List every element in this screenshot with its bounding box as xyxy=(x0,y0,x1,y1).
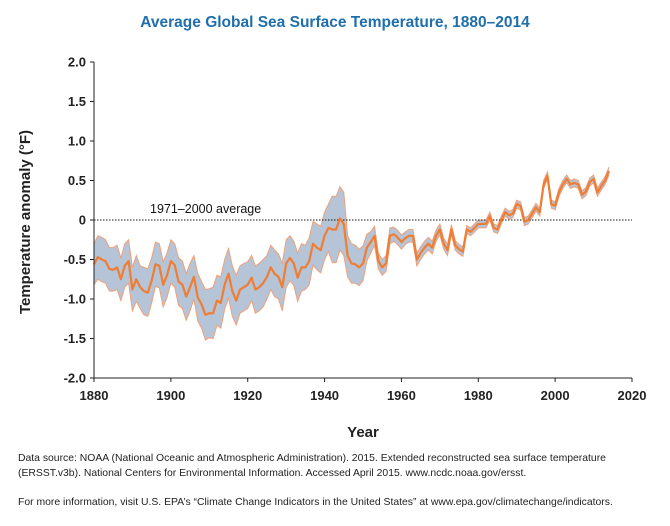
y-tick-label: -1.5 xyxy=(64,331,86,346)
more-info-note: For more information, visit U.S. EPA’s “… xyxy=(18,497,613,508)
y-tick-label: -0.5 xyxy=(64,252,86,267)
chart-title: Average Global Sea Surface Temperature, … xyxy=(140,14,530,31)
y-axis-title: Temperature anomaly (°F) xyxy=(17,130,34,314)
reference-line-label: 1971–2000 average xyxy=(150,202,261,216)
y-tick-label: -1.0 xyxy=(64,292,86,307)
x-tick-label: 2020 xyxy=(618,388,647,403)
y-tick-label: 0 xyxy=(79,213,86,228)
x-axis-title: Year xyxy=(347,424,379,441)
x-tick-label: 2000 xyxy=(541,388,570,403)
y-tick-label: 1.0 xyxy=(68,134,86,149)
y-tick-label: 2.0 xyxy=(68,55,86,70)
x-tick-label: 1920 xyxy=(233,388,262,403)
uncertainty-band xyxy=(94,167,609,341)
data-source-note: Data source: NOAA (National Oceanic and … xyxy=(18,453,606,479)
x-tick-label: 1880 xyxy=(80,388,109,403)
y-tick-label: -2.0 xyxy=(64,371,86,386)
uncertainty-band-layer xyxy=(93,166,610,341)
x-tick-label: 1940 xyxy=(310,388,339,403)
anomaly-line-layer xyxy=(93,170,610,316)
tick-labels: 2.0 1.5 1.0 0.5 0 -0.5 -1.0 -1.5 -2.0 1880 1900 192… xyxy=(64,55,647,404)
x-tick-label: 1980 xyxy=(464,388,493,403)
y-tick-label: 1.5 xyxy=(68,94,86,109)
x-tick-label: 1960 xyxy=(387,388,416,403)
anomaly-series-line xyxy=(93,170,610,316)
y-tick-label: 0.5 xyxy=(68,173,86,188)
sst-chart: 2.0 1.5 1.0 0.5 0 -0.5 -1.0 -1.5 -2.0 1880 1900 192… xyxy=(17,55,647,442)
x-tick-label: 1900 xyxy=(156,388,185,403)
